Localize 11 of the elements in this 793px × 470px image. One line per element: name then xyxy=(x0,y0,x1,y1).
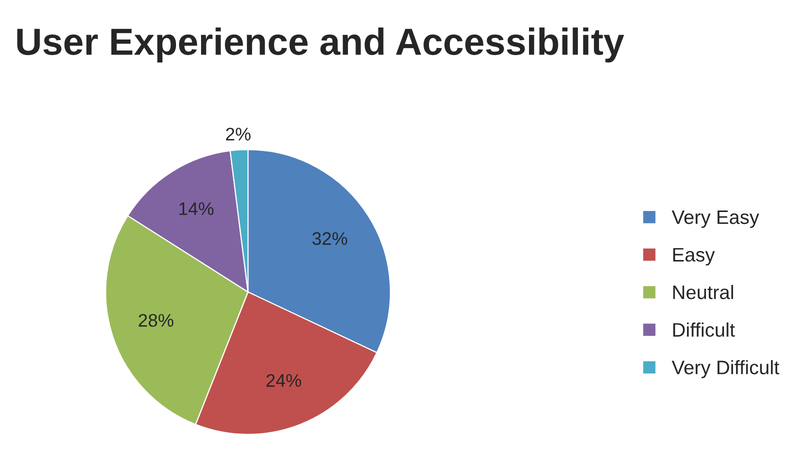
legend-label: Very Difficult xyxy=(672,360,780,378)
legend-label: Neutral xyxy=(673,284,734,300)
legend-label: Difficult xyxy=(673,322,735,337)
data-label: 24% xyxy=(266,374,302,387)
data-label: 32% xyxy=(312,232,348,245)
legend-label: Very Easy xyxy=(672,210,760,228)
data-label: 2% xyxy=(226,128,251,140)
data-label: 28% xyxy=(138,314,174,327)
data-label: 14% xyxy=(179,202,214,216)
legend-label: Easy xyxy=(673,248,715,266)
chart-title: User Experience and Accessibility xyxy=(17,28,624,62)
